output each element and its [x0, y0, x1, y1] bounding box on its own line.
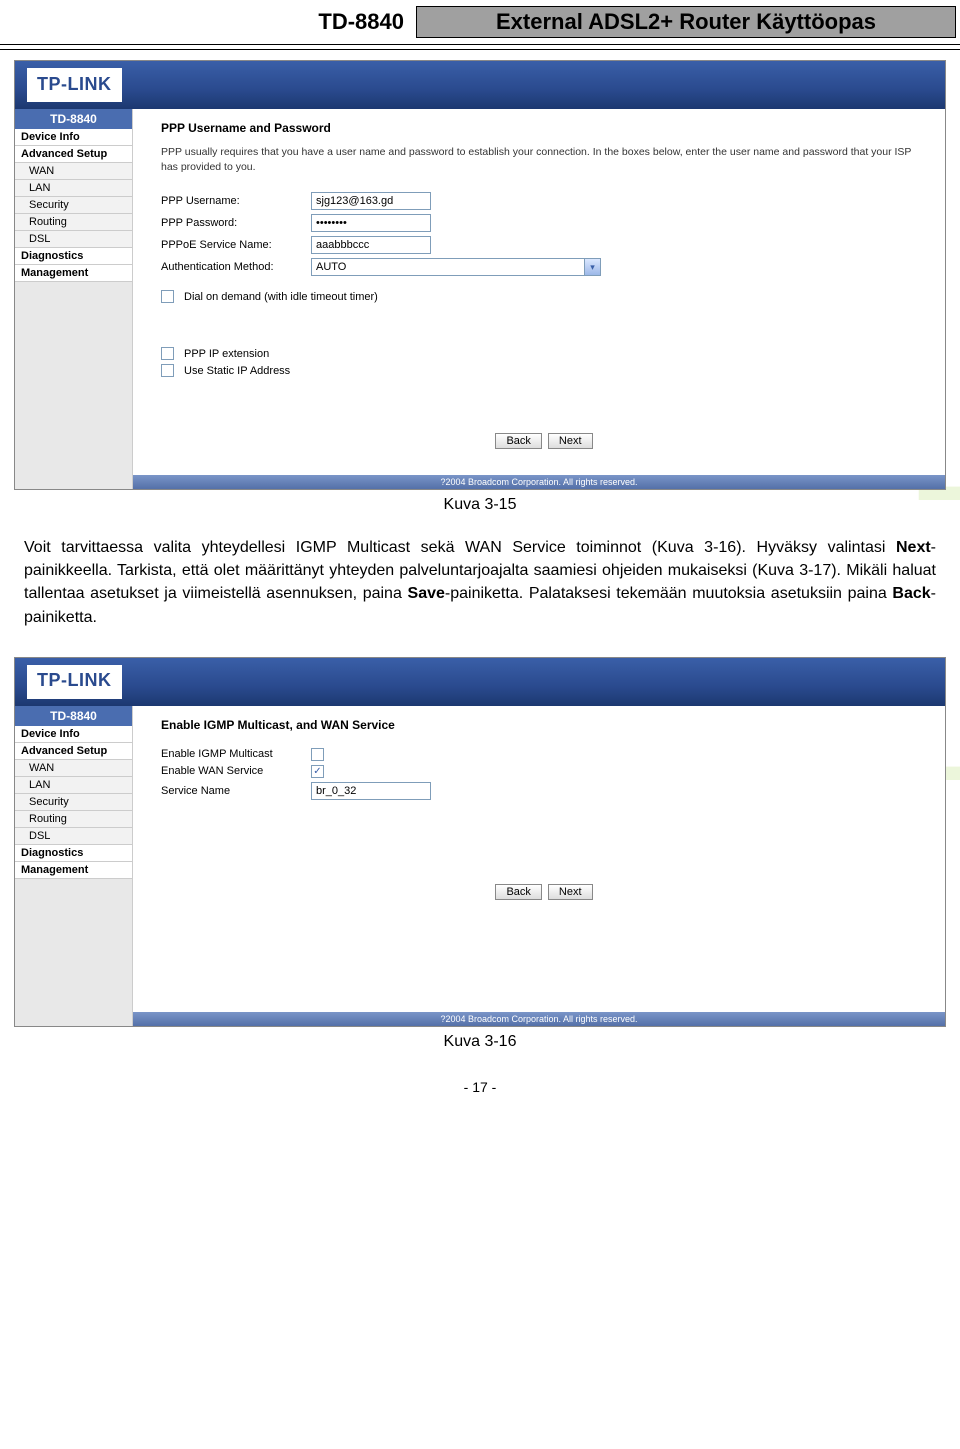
label-pppoe-svc: PPPoE Service Name:	[161, 239, 311, 251]
footer-bar: ?2004 Broadcom Corporation. All rights r…	[133, 1012, 945, 1026]
back-button[interactable]: Back	[495, 884, 541, 900]
guide-paragraph: Voit tarvittaessa valita yhteydellesi IG…	[0, 532, 960, 647]
input-svc-name[interactable]	[311, 782, 431, 800]
nav-advanced-setup[interactable]: Advanced Setup	[15, 743, 132, 760]
router-screenshot-2: TP-LINK TD-8840 Device Info Advanced Set…	[14, 657, 946, 1027]
label-igmp: Enable IGMP Multicast	[161, 748, 311, 760]
label-auth: Authentication Method:	[161, 261, 311, 273]
content-heading: PPP Username and Password	[161, 121, 927, 135]
nav-dsl[interactable]: DSL	[15, 828, 132, 845]
input-ppp-pass[interactable]	[311, 214, 431, 232]
sidebar: TD-8840 Device Info Advanced Setup WAN L…	[15, 706, 133, 1026]
label-dod: Dial on demand (with idle timeout timer)	[184, 291, 378, 303]
header-rule	[0, 49, 960, 50]
nav-advanced-setup[interactable]: Advanced Setup	[15, 146, 132, 163]
model-label: TD-8840	[318, 9, 404, 35]
label-static: Use Static IP Address	[184, 365, 290, 377]
sidebar-model: TD-8840	[15, 706, 132, 726]
checkbox-wan[interactable]: ✓	[311, 765, 324, 778]
nav-device-info[interactable]: Device Info	[15, 726, 132, 743]
nav-lan[interactable]: LAN	[15, 777, 132, 794]
sidebar-model: TD-8840	[15, 109, 132, 129]
nav-lan[interactable]: LAN	[15, 180, 132, 197]
guide-title-box: External ADSL2+ Router Käyttöopas	[416, 6, 956, 38]
nav-diagnostics[interactable]: Diagnostics	[15, 845, 132, 862]
content-heading: Enable IGMP Multicast, and WAN Service	[161, 718, 927, 732]
nav-management[interactable]: Management	[15, 265, 132, 282]
footer-bar: ?2004 Broadcom Corporation. All rights r…	[133, 475, 945, 489]
nav-routing[interactable]: Routing	[15, 811, 132, 828]
label-ppp-user: PPP Username:	[161, 195, 311, 207]
chevron-down-icon: ▾	[584, 259, 600, 275]
checkbox-igmp[interactable]	[311, 748, 324, 761]
input-ppp-user[interactable]	[311, 192, 431, 210]
nav-wan[interactable]: WAN	[15, 760, 132, 777]
checkbox-static[interactable]	[161, 364, 174, 377]
checkbox-ipext[interactable]	[161, 347, 174, 360]
window-titlebar: TP-LINK	[15, 61, 945, 109]
select-auth[interactable]: AUTO ▾	[311, 258, 601, 276]
content-desc: PPP usually requires that you have a use…	[161, 145, 927, 174]
page-header: TD-8840 External ADSL2+ Router Käyttöopa…	[0, 0, 960, 45]
nav-routing[interactable]: Routing	[15, 214, 132, 231]
nav-security[interactable]: Security	[15, 794, 132, 811]
router-screenshot-1: TP-LINK TD-8840 Device Info Advanced Set…	[14, 60, 946, 490]
page-number: - 17 -	[0, 1069, 960, 1105]
select-auth-value: AUTO	[316, 261, 346, 273]
brand-logo: TP-LINK	[27, 68, 122, 102]
window-titlebar: TP-LINK	[15, 658, 945, 706]
sidebar: TD-8840 Device Info Advanced Setup WAN L…	[15, 109, 133, 489]
checkbox-dod[interactable]	[161, 290, 174, 303]
nav-diagnostics[interactable]: Diagnostics	[15, 248, 132, 265]
nav-management[interactable]: Management	[15, 862, 132, 879]
next-button[interactable]: Next	[548, 433, 593, 449]
brand-logo: TP-LINK	[27, 665, 122, 699]
nav-dsl[interactable]: DSL	[15, 231, 132, 248]
content-pane: PPP Username and Password PPP usually re…	[133, 109, 945, 489]
nav-device-info[interactable]: Device Info	[15, 129, 132, 146]
label-svc-name: Service Name	[161, 785, 311, 797]
label-ppp-pass: PPP Password:	[161, 217, 311, 229]
figure-caption-2: Kuva 3-16	[0, 1033, 960, 1051]
figure-caption-1: Kuva 3-15	[0, 496, 960, 514]
back-button[interactable]: Back	[495, 433, 541, 449]
input-pppoe-svc[interactable]	[311, 236, 431, 254]
next-button[interactable]: Next	[548, 884, 593, 900]
label-ipext: PPP IP extension	[184, 348, 269, 360]
nav-wan[interactable]: WAN	[15, 163, 132, 180]
label-wan: Enable WAN Service	[161, 765, 311, 777]
nav-security[interactable]: Security	[15, 197, 132, 214]
content-pane: Enable IGMP Multicast, and WAN Service E…	[133, 706, 945, 1026]
